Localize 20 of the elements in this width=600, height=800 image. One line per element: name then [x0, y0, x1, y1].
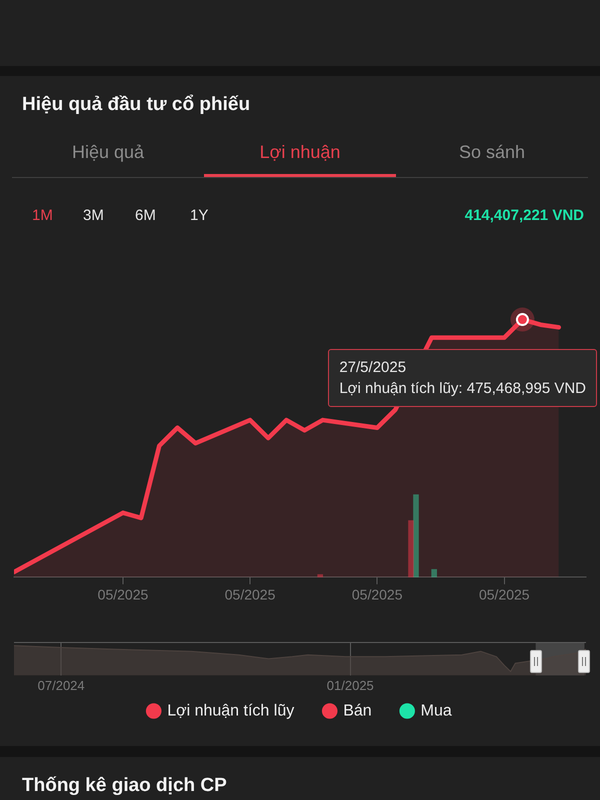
x-tick-label: 05/2025: [224, 586, 276, 602]
text: 414,407,221 VND: [464, 207, 584, 224]
text: 6M: [135, 207, 156, 224]
legend-label: Lợi nhuận tích lũy: [167, 702, 294, 720]
chart-title: Hiệu quả đầu tư cổ phiếu: [22, 94, 250, 116]
x-tick-label: 07/2024: [38, 678, 85, 693]
text: So sánh: [458, 142, 526, 163]
x-tick-label: 05/2025: [98, 586, 148, 602]
x-tick-label: 05/2025: [352, 586, 403, 602]
text: Hiệu quả: [70, 142, 146, 163]
x-tick-label: 05/2025: [478, 586, 530, 602]
text: 1M: [32, 207, 53, 224]
x-tick-label: 01/2025: [326, 678, 374, 693]
legend-label: Mua: [420, 702, 452, 720]
text: Thống kê giao dịch CP: [22, 775, 227, 797]
text: 1Y: [190, 207, 208, 224]
text: 3M: [83, 207, 104, 224]
legend-label: Bán: [343, 702, 372, 720]
text: Lợi nhuận: [258, 142, 342, 163]
annotation: 27/5/2025 Lợi nhuận tích lũy: 475,468,995 VND: [328, 348, 597, 407]
